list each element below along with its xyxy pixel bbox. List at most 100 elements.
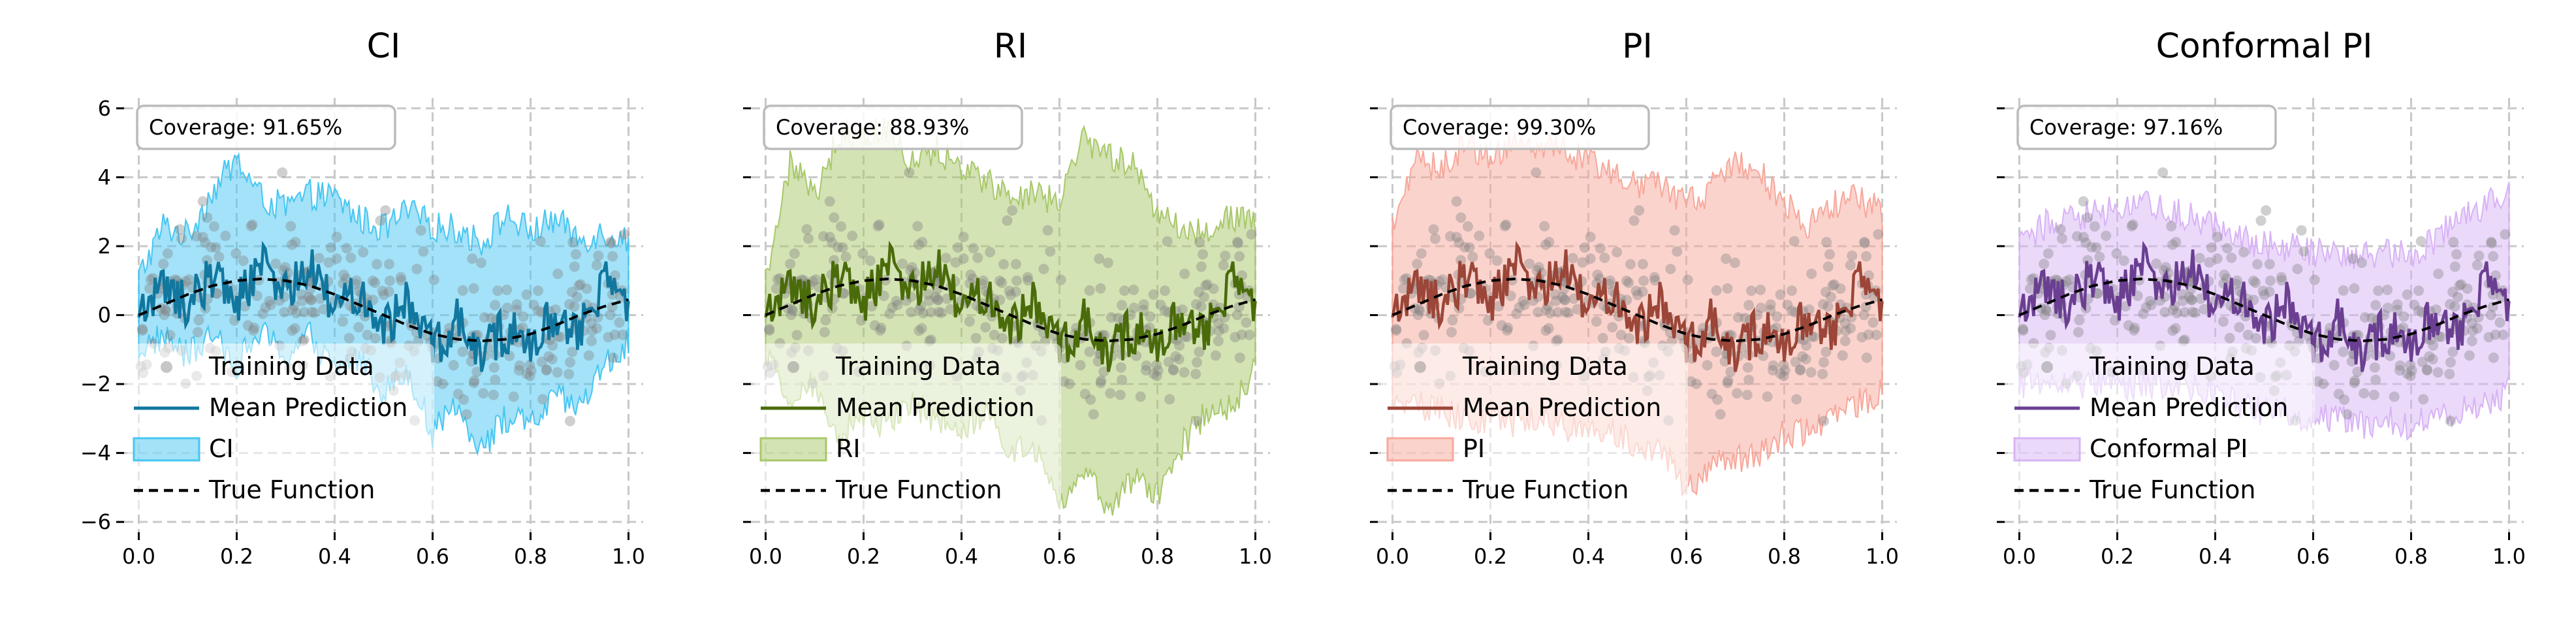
legend-label: True Function bbox=[208, 475, 375, 504]
training-point bbox=[1160, 305, 1170, 316]
training-point bbox=[1153, 365, 1164, 376]
x-tick-label: 0.0 bbox=[2003, 544, 2036, 569]
x-tick-label: 0.6 bbox=[1670, 544, 1703, 569]
training-point bbox=[2257, 285, 2268, 296]
training-point bbox=[1822, 261, 1834, 272]
training-point bbox=[1241, 317, 1252, 328]
training-point bbox=[1524, 258, 1535, 269]
training-point bbox=[158, 259, 169, 270]
training-point bbox=[340, 273, 351, 284]
training-point bbox=[1208, 283, 1219, 294]
training-point bbox=[2179, 334, 2190, 345]
training-point bbox=[2126, 221, 2137, 232]
training-point bbox=[2184, 291, 2195, 302]
x-tick-label: 0.2 bbox=[1474, 544, 1507, 569]
training-point bbox=[2159, 307, 2171, 317]
training-point bbox=[1846, 312, 1857, 323]
legend-label: Training Data bbox=[835, 352, 1001, 381]
training-point bbox=[1778, 360, 1789, 370]
training-point bbox=[197, 232, 208, 242]
training-point bbox=[2406, 365, 2417, 376]
training-point bbox=[2430, 304, 2441, 315]
training-point bbox=[191, 231, 202, 242]
training-point bbox=[1540, 325, 1551, 336]
training-point bbox=[1119, 285, 1130, 296]
training-point bbox=[468, 283, 479, 294]
training-point bbox=[490, 300, 501, 311]
training-point bbox=[1094, 253, 1105, 264]
legend-marker-band bbox=[759, 437, 827, 462]
training-point bbox=[2296, 225, 2307, 236]
training-point bbox=[1669, 225, 1680, 236]
training-point bbox=[1732, 312, 1743, 323]
training-point bbox=[1873, 229, 1884, 240]
coverage-text: Coverage: 88.93% bbox=[776, 115, 969, 140]
training-point bbox=[1514, 302, 1525, 313]
training-point bbox=[2466, 336, 2477, 347]
training-point bbox=[875, 325, 886, 336]
training-point bbox=[1170, 351, 1181, 362]
training-point bbox=[1004, 285, 1015, 296]
training-point bbox=[2094, 251, 2105, 263]
x-tick-label: 0.4 bbox=[945, 544, 978, 569]
x-tick-label: 0.0 bbox=[1376, 544, 1409, 569]
training-point bbox=[2462, 283, 2473, 294]
training-point bbox=[2447, 346, 2458, 357]
training-point bbox=[2166, 221, 2177, 232]
training-point bbox=[2382, 302, 2393, 313]
training-point bbox=[829, 212, 840, 223]
training-point bbox=[513, 365, 524, 376]
training-point bbox=[1563, 308, 1574, 318]
training-point bbox=[277, 167, 288, 178]
training-point bbox=[202, 212, 213, 223]
training-point bbox=[2151, 258, 2162, 269]
training-point bbox=[1467, 251, 1478, 263]
training-point bbox=[914, 304, 925, 315]
training-point bbox=[952, 242, 963, 253]
training-point bbox=[2347, 253, 2359, 264]
training-point bbox=[2444, 368, 2455, 379]
training-point bbox=[1804, 304, 1815, 315]
training-point bbox=[1787, 305, 1797, 316]
training-point bbox=[1779, 365, 1790, 376]
training-point bbox=[395, 272, 406, 283]
training-point bbox=[1168, 364, 1179, 375]
x-tick-label: 0.4 bbox=[1572, 544, 1605, 569]
training-point bbox=[537, 394, 549, 405]
training-point bbox=[1088, 409, 1099, 420]
training-point bbox=[1837, 350, 1848, 361]
training-point bbox=[571, 249, 581, 260]
training-point bbox=[1518, 296, 1529, 306]
training-point bbox=[1818, 298, 1829, 310]
training-point bbox=[2055, 224, 2066, 235]
training-point bbox=[1412, 310, 1423, 321]
training-point bbox=[1179, 268, 1190, 280]
training-point bbox=[1787, 285, 1797, 296]
training-point bbox=[818, 231, 829, 242]
training-point bbox=[1585, 253, 1596, 264]
training-point bbox=[801, 224, 812, 235]
y-tick-label: 4 bbox=[98, 165, 111, 189]
training-point bbox=[1544, 236, 1555, 248]
training-point bbox=[1232, 236, 1243, 248]
training-point bbox=[2039, 310, 2050, 321]
training-point bbox=[2276, 275, 2287, 286]
training-point bbox=[1819, 415, 1829, 426]
training-point bbox=[1128, 284, 1139, 295]
training-point bbox=[1845, 323, 1856, 334]
training-point bbox=[1772, 311, 1783, 322]
training-point bbox=[965, 269, 976, 280]
training-point bbox=[1430, 233, 1440, 244]
training-point bbox=[1775, 368, 1786, 379]
training-point bbox=[1604, 275, 1615, 286]
training-point bbox=[2212, 231, 2223, 242]
training-point bbox=[1567, 253, 1578, 264]
training-point bbox=[2041, 306, 2052, 317]
training-point bbox=[475, 257, 486, 268]
training-point bbox=[2127, 219, 2139, 230]
training-point bbox=[2445, 357, 2456, 368]
training-point bbox=[1198, 249, 1208, 260]
training-point bbox=[285, 221, 296, 232]
training-point bbox=[1702, 360, 1713, 371]
training-point bbox=[2421, 365, 2432, 376]
